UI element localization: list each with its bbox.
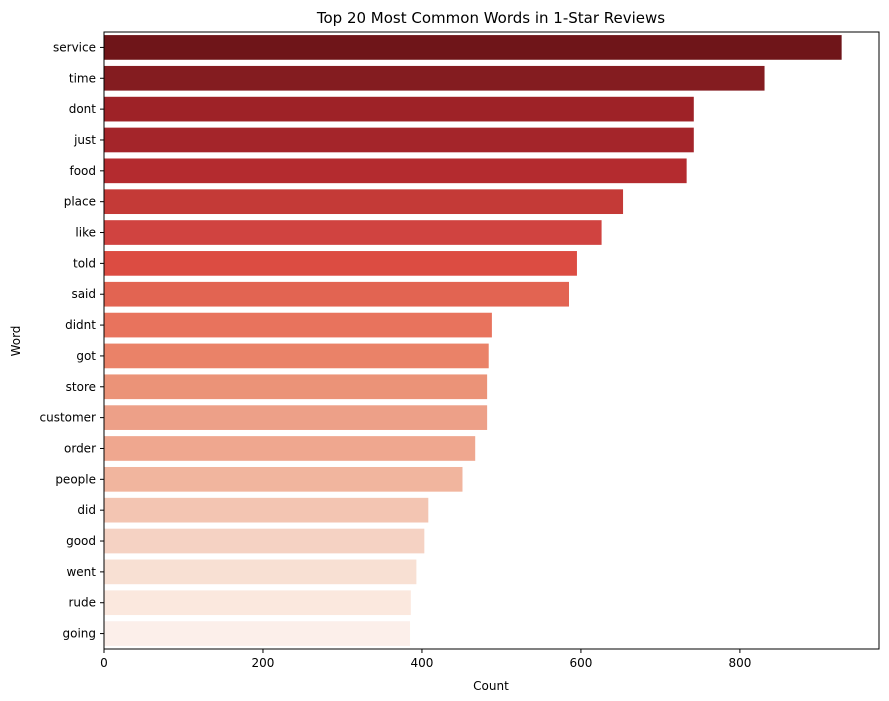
y-axis-label: Word <box>9 326 23 357</box>
y-tick-label-place: place <box>64 195 96 209</box>
y-tick-label-food: food <box>69 164 96 178</box>
bar-food <box>104 158 687 184</box>
x-tick-label-600: 600 <box>569 656 592 670</box>
y-tick-label-rude: rude <box>68 596 96 610</box>
y-tick-label-people: people <box>55 472 96 486</box>
y-tick-label-good: good <box>66 534 96 548</box>
y-tick-label-like: like <box>75 226 96 240</box>
bar-time <box>104 65 765 91</box>
y-tick-label-store: store <box>66 380 96 394</box>
x-axis-label: Count <box>473 679 509 693</box>
bar-got <box>104 343 489 369</box>
bar-rude <box>104 590 411 616</box>
x-tick-label-800: 800 <box>728 656 751 670</box>
y-tick-label-got: got <box>76 349 96 363</box>
y-tick-label-did: did <box>77 503 96 517</box>
y-tick-label-time: time <box>69 71 96 85</box>
y-tick-label-going: going <box>62 627 96 641</box>
bar-good <box>104 528 425 554</box>
bar-like <box>104 220 602 245</box>
y-tick-label-said: said <box>71 287 96 301</box>
x-tick-label-200: 200 <box>252 656 275 670</box>
bar-told <box>104 251 577 276</box>
x-tick-label-0: 0 <box>100 656 108 670</box>
chart-title: Top 20 Most Common Words in 1-Star Revie… <box>316 9 665 27</box>
y-tick-label-told: told <box>73 256 96 270</box>
bar-dont <box>104 96 694 122</box>
bar-store <box>104 374 488 400</box>
bar-did <box>104 497 429 523</box>
bar-didnt <box>104 312 492 338</box>
x-tick-labels: 0 200 400 600 800 <box>100 649 751 670</box>
bar-went <box>104 559 417 585</box>
bar-going <box>104 621 411 646</box>
bar-place <box>104 189 624 215</box>
y-tick-label-went: went <box>66 565 96 579</box>
bar-service <box>104 35 842 60</box>
bar-just <box>104 127 694 153</box>
bar-customer <box>104 405 488 430</box>
y-tick-label-just: just <box>73 133 96 147</box>
y-tick-label-didnt: didnt <box>65 318 96 332</box>
y-tick-label-customer: customer <box>39 411 96 425</box>
bars-group <box>104 35 842 646</box>
y-tick-label-service: service <box>53 40 96 54</box>
y-tick-label-order: order <box>64 441 96 455</box>
bar-people <box>104 466 463 492</box>
y-tick-label-dont: dont <box>69 102 97 116</box>
plot-frame <box>103 31 880 650</box>
y-tick-labels: service time dont just food place like told said… <box>39 40 104 641</box>
x-tick-label-400: 400 <box>410 656 433 670</box>
bar-said <box>104 281 569 307</box>
bar-order <box>104 436 476 461</box>
